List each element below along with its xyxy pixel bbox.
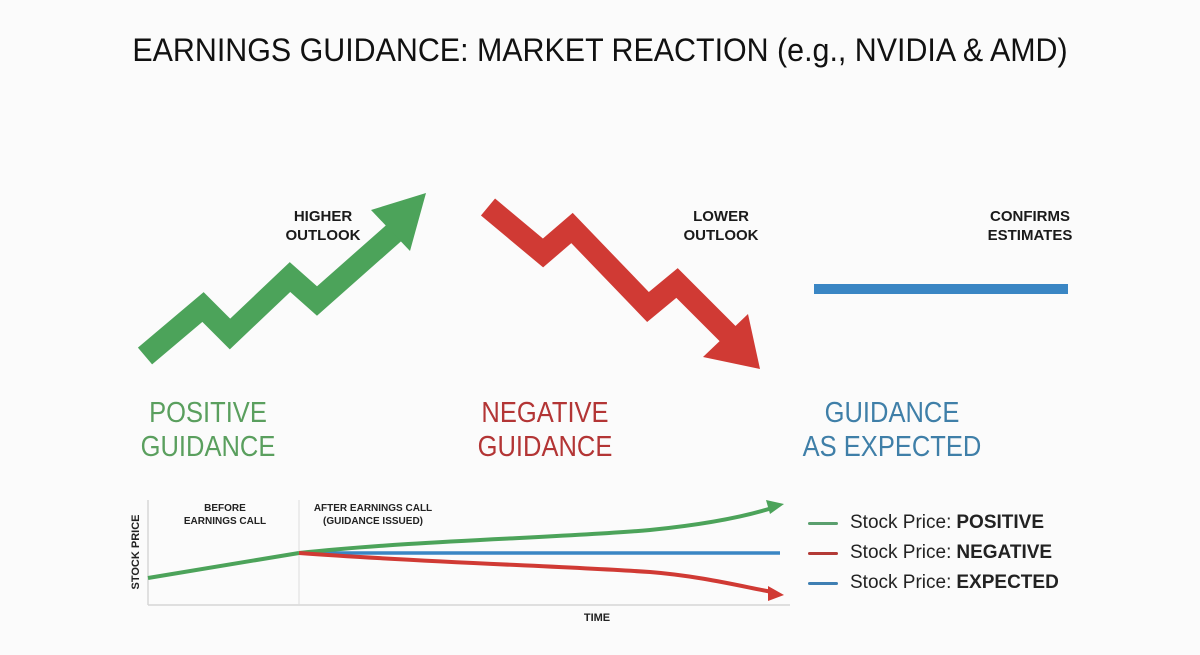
tag-higher-outlook: HIGHER OUTLOOK: [285, 208, 361, 244]
zigzag-down-arrow-icon: [480, 198, 760, 369]
tag-lower-outlook: LOWER OUTLOOK: [683, 208, 759, 244]
y-axis-label: STOCK PRICE: [130, 514, 142, 590]
legend-item-expected: Stock Price: EXPECTED: [808, 568, 1059, 598]
legend: Stock Price: POSITIVE Stock Price: NEGATIV…: [808, 508, 1059, 598]
legend-swatch-expected: [808, 581, 838, 585]
line-before: [147, 551, 300, 580]
tag-confirms-estimates: CONFIRMS ESTIMATES: [987, 208, 1073, 244]
label-positive-guidance: POSITIVE GUIDANCE: [140, 397, 276, 463]
legend-item-positive: Stock Price: POSITIVE: [808, 508, 1059, 538]
legend-swatch-positive: [808, 521, 838, 525]
line-negative: [298, 551, 773, 594]
legend-item-negative: Stock Price: NEGATIVE: [808, 538, 1059, 568]
line-positive: [298, 506, 773, 555]
phase-after-label: AFTER EARNINGS CALL (GUIDANCE ISSUED): [313, 503, 433, 527]
label-guidance-as-expected: GUIDANCE AS EXPECTED: [802, 397, 982, 463]
negative-arrowhead: [768, 586, 784, 601]
label-negative-guidance: NEGATIVE GUIDANCE: [477, 397, 613, 463]
zigzag-up-arrow-icon: [137, 193, 426, 365]
x-axis-label: TIME: [583, 612, 611, 624]
page-title: EARNINGS GUIDANCE: MARKET REACTION (e.g.…: [132, 32, 1068, 68]
phase-before-label: BEFORE EARNINGS CALL: [183, 503, 267, 527]
legend-swatch-negative: [808, 551, 838, 555]
positive-arrowhead: [766, 500, 784, 514]
flat-line-icon: [814, 284, 1068, 294]
